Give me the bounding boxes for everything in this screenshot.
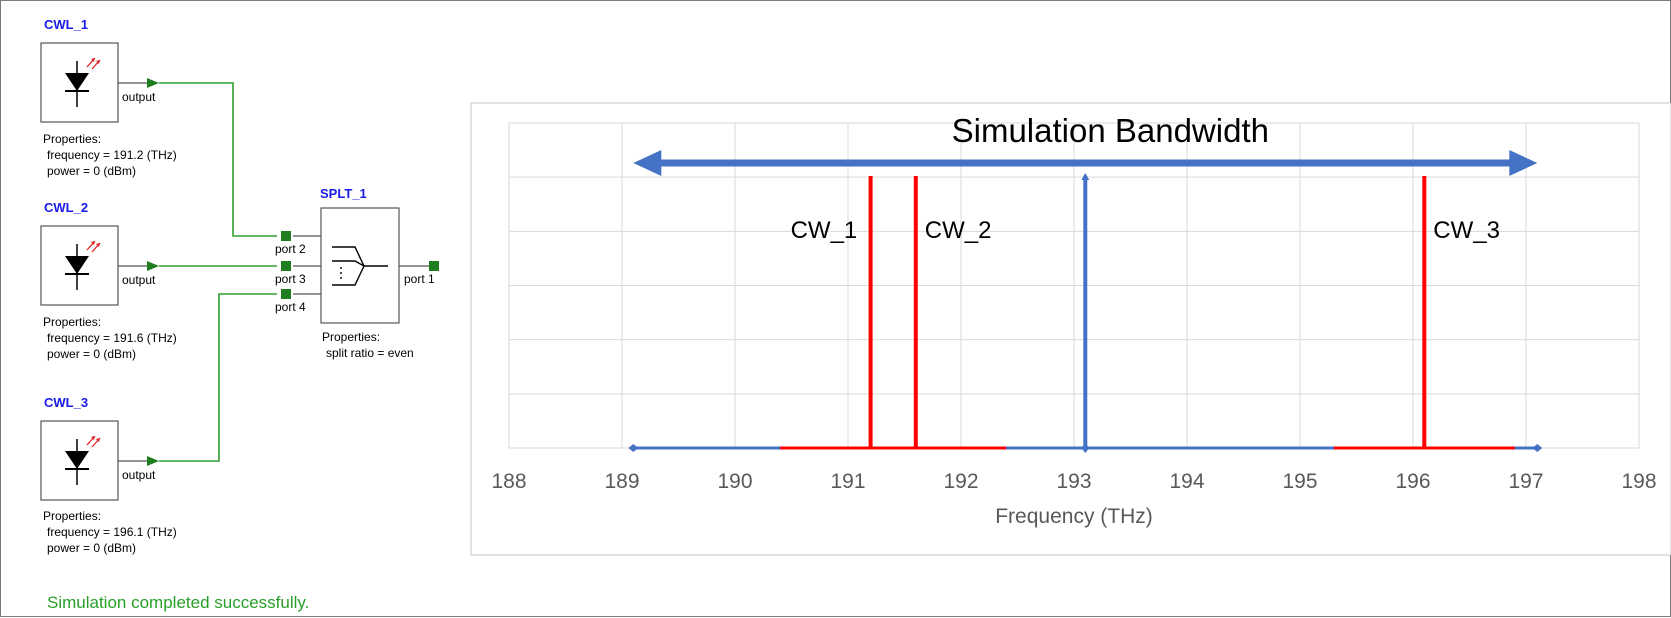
wire-cwl3-port4[interactable] bbox=[159, 293, 277, 462]
laser-cwl3[interactable]: CWL_3 output Properties: frequency = 196… bbox=[40, 395, 177, 555]
frequency-property: frequency = 191.6 (THz) bbox=[47, 331, 177, 345]
arrow-left-head bbox=[633, 150, 662, 176]
port-1-label: port 1 bbox=[404, 272, 435, 286]
x-tick-label: 195 bbox=[1282, 470, 1317, 493]
splitter-name: SPLT_1 bbox=[320, 186, 367, 201]
x-axis-label: Frequency (THz) bbox=[995, 505, 1153, 528]
frequency-property: frequency = 191.2 (THz) bbox=[47, 148, 177, 162]
status-message: Simulation completed successfully. bbox=[47, 593, 310, 612]
port-4-label: port 4 bbox=[275, 300, 306, 314]
channel-label: CW_3 bbox=[1433, 217, 1500, 244]
x-tick-label: 193 bbox=[1056, 470, 1091, 493]
power-property: power = 0 (dBm) bbox=[47, 347, 136, 361]
output-port-1-icon[interactable] bbox=[429, 261, 439, 271]
laser-diode-icon bbox=[65, 435, 101, 485]
x-tick-label: 188 bbox=[491, 470, 526, 493]
properties-label: Properties: bbox=[43, 315, 101, 329]
x-tick-label: 197 bbox=[1508, 470, 1543, 493]
laser-diode-icon bbox=[65, 240, 101, 290]
input-port-4-icon[interactable] bbox=[281, 289, 291, 299]
x-tick-label: 198 bbox=[1621, 470, 1656, 493]
splitter-icon bbox=[332, 246, 388, 286]
center-base-marker bbox=[1081, 443, 1090, 453]
port-label: output bbox=[122, 273, 156, 287]
laser-cwl2[interactable]: CWL_2 output Properties: frequency = 191… bbox=[40, 200, 177, 361]
power-property: power = 0 (dBm) bbox=[47, 541, 136, 555]
channel-label: CW_1 bbox=[791, 217, 858, 244]
output-port-icon[interactable] bbox=[147, 261, 159, 271]
bandwidth-label: Simulation Bandwidth bbox=[952, 112, 1269, 149]
x-tick-labels: 188 189 190 191 192 193 194 195 196 197 198 bbox=[491, 470, 1656, 493]
laser-name: CWL_3 bbox=[44, 395, 88, 410]
baseline-start-marker bbox=[628, 444, 639, 452]
arrow-right-head bbox=[1509, 150, 1538, 176]
bandwidth-arrow: Simulation Bandwidth bbox=[633, 112, 1538, 176]
x-tick-label: 194 bbox=[1169, 470, 1204, 493]
output-port-icon[interactable] bbox=[147, 456, 159, 466]
port-label: output bbox=[122, 468, 156, 482]
laser-name: CWL_2 bbox=[44, 200, 88, 215]
laser-cwl1[interactable]: CWL_1 output Properties: frequency = 191… bbox=[40, 17, 177, 178]
properties-label: Properties: bbox=[43, 132, 101, 146]
splitter-splt1[interactable]: SPLT_1 port 2 port 3 port 4 port 1 bbox=[275, 186, 439, 360]
input-port-2-icon[interactable] bbox=[281, 231, 291, 241]
baseline-end-marker bbox=[1532, 444, 1543, 452]
properties-label: Properties: bbox=[43, 509, 101, 523]
properties-label: Properties: bbox=[322, 330, 380, 344]
split-ratio-property: split ratio = even bbox=[326, 346, 414, 360]
input-port-3-icon[interactable] bbox=[281, 261, 291, 271]
laser-name: CWL_1 bbox=[44, 17, 88, 32]
x-tick-label: 189 bbox=[604, 470, 639, 493]
port-3-label: port 3 bbox=[275, 272, 306, 286]
wires bbox=[159, 82, 277, 462]
x-tick-label: 190 bbox=[717, 470, 752, 493]
power-property: power = 0 (dBm) bbox=[47, 164, 136, 178]
output-port-icon[interactable] bbox=[147, 78, 159, 88]
laser-diode-icon bbox=[65, 57, 101, 107]
frequency-property: frequency = 196.1 (THz) bbox=[47, 525, 177, 539]
port-2-label: port 2 bbox=[275, 242, 306, 256]
center-line-marker bbox=[1081, 173, 1090, 180]
x-tick-label: 191 bbox=[830, 470, 865, 493]
wire-cwl1-port2[interactable] bbox=[159, 82, 277, 237]
channel-label: CW_2 bbox=[925, 217, 992, 244]
x-tick-label: 196 bbox=[1395, 470, 1430, 493]
x-tick-label: 192 bbox=[943, 470, 978, 493]
port-label: output bbox=[122, 90, 156, 104]
chart-frame bbox=[470, 102, 1671, 556]
channel-lines: CW_1 CW_2 CW_3 bbox=[791, 173, 1500, 453]
